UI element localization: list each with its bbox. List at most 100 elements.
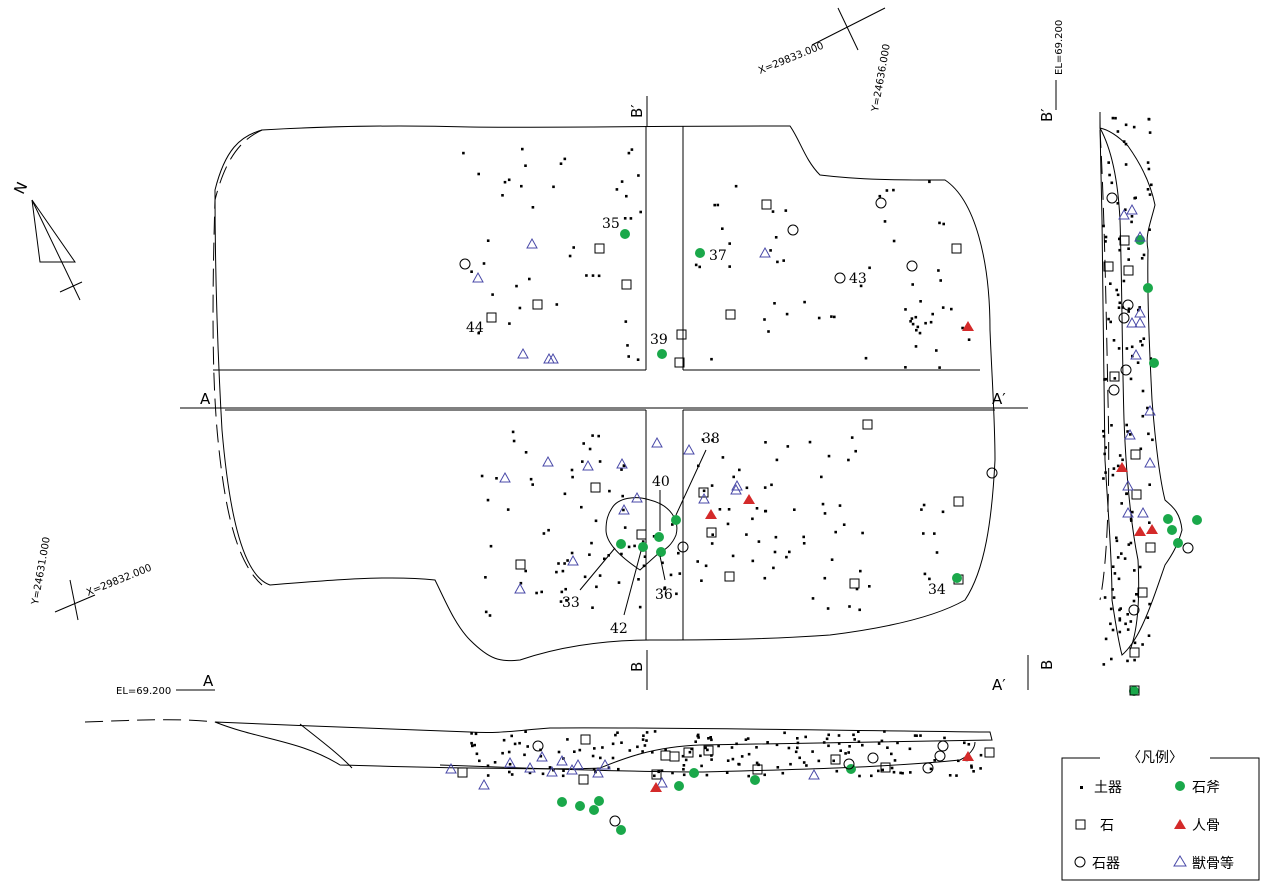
pottery-dot (507, 178, 511, 182)
pottery-dot (1109, 320, 1112, 324)
find-40: 40 (652, 474, 670, 490)
pottery-dot (614, 733, 617, 737)
pottery-dot (745, 533, 748, 536)
pottery-dot (911, 283, 914, 286)
pottery-dot (725, 771, 729, 774)
find-33: 33 (562, 595, 580, 611)
pottery-dot (622, 508, 625, 512)
pottery-dot (877, 769, 880, 773)
el-bottom: EL=69.200 (116, 686, 171, 697)
pottery-dot (892, 770, 896, 774)
pottery-dot (839, 749, 842, 752)
pottery-dot (1116, 202, 1120, 205)
legend-pottery: 土器 (1094, 780, 1122, 796)
pottery-dot (700, 579, 703, 582)
pottery-dot (861, 531, 864, 535)
elevation-right: EL=69.200 (1054, 20, 1065, 110)
pottery-dot (909, 320, 912, 323)
coord-x-top: X=29833.000 (757, 41, 825, 77)
pottery-dot (721, 227, 724, 230)
section-a-bottom: A (203, 672, 214, 690)
pottery-dot (1122, 279, 1126, 283)
pottery-dot (1149, 357, 1153, 360)
pottery-dot (858, 774, 861, 778)
pottery-dot (495, 477, 498, 480)
pottery-dot (1104, 240, 1107, 243)
section-b-prime-right: B′ (1038, 108, 1056, 122)
pottery-dot (563, 492, 567, 496)
pottery-dot (835, 769, 839, 773)
pottery-dot (1142, 337, 1146, 340)
pottery-dot (1129, 620, 1133, 623)
stone-axe-markers (616, 229, 962, 583)
pottery-dot (1127, 543, 1131, 546)
pottery-dot (696, 733, 700, 737)
pottery-dot (848, 605, 851, 608)
pottery-dot (864, 356, 868, 360)
pottery-dot (515, 284, 518, 288)
pottery-dot (929, 320, 933, 324)
pottery-dot (1141, 414, 1145, 418)
pottery-dot (705, 773, 709, 777)
pottery-dot (1113, 377, 1117, 380)
pottery-dot (892, 239, 896, 243)
pottery-dot (508, 770, 511, 774)
legend: 〈凡例〉 土器 石斧 石 人骨 石器 獣骨等 (1061, 750, 1260, 881)
pottery-dot (773, 550, 777, 554)
pottery-dot (611, 756, 615, 760)
pottery-dot (730, 746, 734, 749)
pottery-dot (578, 748, 582, 752)
pottery-dot (842, 523, 846, 526)
pottery-dot (473, 743, 476, 747)
pottery-dot (690, 747, 693, 751)
pottery-dot (1114, 116, 1117, 120)
pottery-dot (920, 508, 923, 511)
pottery-dot (1129, 433, 1132, 436)
pottery-dot (585, 274, 588, 277)
pottery-dot (523, 753, 526, 757)
pottery-dot (769, 249, 772, 252)
pottery-dot (1133, 569, 1136, 572)
pottery-dot (653, 730, 657, 733)
pottery-dot (721, 456, 725, 459)
pottery-dot (929, 767, 933, 771)
pottery-dot (560, 590, 564, 594)
pottery-dot (678, 572, 682, 575)
pottery-dot (1116, 130, 1120, 133)
pottery-dot (484, 610, 488, 614)
pottery-dot (1121, 458, 1124, 462)
pottery-dot (774, 535, 778, 539)
pottery-dot (710, 738, 713, 742)
pottery-dot (1136, 361, 1140, 364)
pottery-dot (557, 562, 560, 565)
pottery-dot (827, 744, 830, 748)
pottery-dot (663, 587, 666, 591)
pottery-dot (620, 741, 623, 744)
pottery-dot (732, 475, 735, 479)
pottery-dot (682, 764, 686, 767)
pottery-dot (1102, 477, 1105, 480)
pottery-dot (675, 592, 678, 596)
pottery-dot (1126, 628, 1130, 631)
pottery-dot (501, 194, 504, 197)
pottery-dot (627, 545, 631, 549)
pottery-dot (486, 498, 490, 502)
pottery-dot (627, 151, 631, 155)
pottery-dot (1146, 188, 1150, 191)
pottery-dot (918, 331, 922, 335)
pottery-dot (1116, 464, 1120, 468)
pottery-dot (1103, 596, 1107, 599)
pottery-dot (919, 300, 922, 303)
legend-box (1061, 757, 1260, 881)
pottery-dot (837, 742, 841, 745)
pottery-dot (1103, 452, 1106, 456)
pottery-dot (798, 756, 801, 760)
pottery-dot (1133, 641, 1137, 645)
pottery-dot (478, 759, 481, 763)
pottery-dot (728, 265, 731, 268)
pottery-dot (1124, 142, 1128, 146)
pottery-dot (484, 576, 487, 579)
pottery-dot (734, 184, 738, 188)
pottery-dot (601, 746, 604, 749)
pottery-dot (901, 771, 904, 775)
